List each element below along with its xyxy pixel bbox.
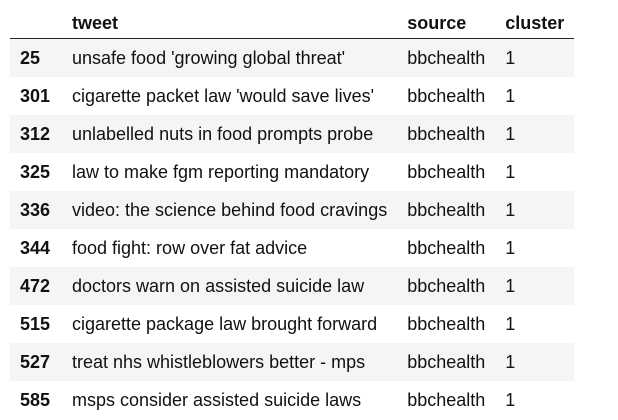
cluster-cell: 1 [505,351,516,372]
table-row: 585 msps consider assisted suicide laws … [10,381,575,419]
row-index: 301 [20,85,51,106]
column-header-cluster: cluster [495,0,575,39]
cluster-cell: 1 [505,389,516,410]
tweet-cell: cigarette packet law 'would save lives' [72,85,375,106]
cluster-cell: 1 [505,47,516,68]
source-cell: bbchealth [407,351,486,372]
cluster-cell: 1 [505,275,516,296]
table-row: 344 food fight: row over fat advice bbch… [10,229,575,267]
row-index: 515 [20,313,51,334]
tweet-cell: video: the science behind food cravings [72,199,388,220]
row-index: 472 [20,275,51,296]
tweet-cell: treat nhs whistleblowers better - mps [72,351,366,372]
source-cell: bbchealth [407,313,486,334]
column-header-tweet: tweet [62,0,398,39]
tweet-cell: msps consider assisted suicide laws [72,389,362,410]
source-cell: bbchealth [407,123,486,144]
source-cell: bbchealth [407,47,486,68]
source-cell: bbchealth [407,85,486,106]
tweet-cell: unsafe food 'growing global threat' [72,47,346,68]
table-row: 301 cigarette packet law 'would save liv… [10,77,575,115]
table-row: 325 law to make fgm reporting mandatory … [10,153,575,191]
source-cell: bbchealth [407,237,486,258]
table-row: 312 unlabelled nuts in food prompts prob… [10,115,575,153]
row-index: 344 [20,237,51,258]
tweet-cell: cigarette package law brought forward [72,313,378,334]
tweet-cell: law to make fgm reporting mandatory [72,161,370,182]
row-index: 25 [20,47,41,68]
cluster-cell: 1 [505,161,516,182]
dataframe-table: tweet source cluster 25 unsafe food 'gro… [10,0,575,419]
table-row: 515 cigarette package law brought forwar… [10,305,575,343]
table-row: 472 doctors warn on assisted suicide law… [10,267,575,305]
row-index: 325 [20,161,51,182]
header-row: tweet source cluster [10,0,575,39]
row-index: 312 [20,123,51,144]
tweet-cell: food fight: row over fat advice [72,237,308,258]
source-cell: bbchealth [407,275,486,296]
cluster-cell: 1 [505,313,516,334]
cluster-cell: 1 [505,237,516,258]
cluster-cell: 1 [505,199,516,220]
tweet-cell: doctors warn on assisted suicide law [72,275,365,296]
source-cell: bbchealth [407,389,486,410]
row-index: 585 [20,389,51,410]
source-cell: bbchealth [407,161,486,182]
column-header-source: source [397,0,496,39]
index-column-header [10,0,62,39]
table-row: 336 video: the science behind food cravi… [10,191,575,229]
table-header: tweet source cluster [10,0,575,39]
row-index: 527 [20,351,51,372]
cluster-cell: 1 [505,123,516,144]
row-index: 336 [20,199,51,220]
tweet-cell: unlabelled nuts in food prompts probe [72,123,374,144]
table-row: 527 treat nhs whistleblowers better - mp… [10,343,575,381]
table-row: 25 unsafe food 'growing global threat' b… [10,38,575,77]
source-cell: bbchealth [407,199,486,220]
cluster-cell: 1 [505,85,516,106]
table-body: 25 unsafe food 'growing global threat' b… [10,38,575,419]
